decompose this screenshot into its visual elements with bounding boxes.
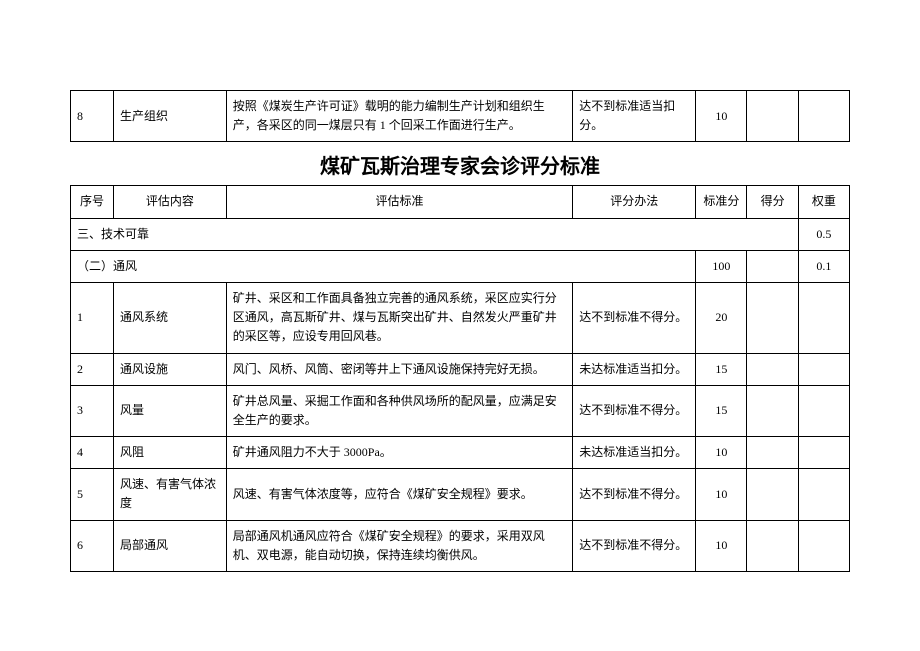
cell-weight (798, 91, 849, 142)
hdr-method: 评分办法 (573, 186, 696, 218)
cell-method: 未达标准适当扣分。 (573, 353, 696, 385)
section32-label: （二）通风 (71, 250, 696, 282)
cell-score: 20 (696, 282, 747, 353)
cell-std: 矿井总风量、采掘工作面和各种供风场所的配风量，应满足安全生产的要求。 (226, 385, 572, 436)
hdr-weight: 权重 (798, 186, 849, 218)
cell-seq: 2 (71, 353, 114, 385)
hdr-seq: 序号 (71, 186, 114, 218)
cell-got (747, 520, 798, 571)
cell-seq: 5 (71, 469, 114, 520)
cell-got (747, 282, 798, 353)
cell-got (747, 353, 798, 385)
cell-seq: 1 (71, 282, 114, 353)
section32-score: 100 (696, 250, 747, 282)
cell-score: 10 (696, 469, 747, 520)
cell-seq: 4 (71, 437, 114, 469)
hdr-item: 评估内容 (114, 186, 227, 218)
cell-method: 达不到标准不得分。 (573, 385, 696, 436)
hdr-score: 标准分 (696, 186, 747, 218)
cell-score: 15 (696, 385, 747, 436)
cell-method: 未达标准适当扣分。 (573, 437, 696, 469)
section32-weight: 0.1 (798, 250, 849, 282)
hdr-got: 得分 (747, 186, 798, 218)
table-row: 3 风量 矿井总风量、采掘工作面和各种供风场所的配风量，应满足安全生产的要求。 … (71, 385, 850, 436)
cell-got (747, 91, 798, 142)
cell-score: 10 (696, 91, 747, 142)
cell-got (747, 385, 798, 436)
cell-std: 风门、风桥、风筒、密闭等井上下通风设施保持完好无损。 (226, 353, 572, 385)
cell-method: 达不到标准不得分。 (573, 282, 696, 353)
section3-label: 三、技术可靠 (71, 218, 799, 250)
cell-score: 15 (696, 353, 747, 385)
cell-item: 局部通风 (114, 520, 227, 571)
cell-score: 10 (696, 437, 747, 469)
cell-method: 达不到标准不得分。 (573, 469, 696, 520)
header-row: 序号 评估内容 评估标准 评分办法 标准分 得分 权重 (71, 186, 850, 218)
cell-std: 局部通风机通风应符合《煤矿安全规程》的要求，采用双风机、双电源，能自动切换，保持… (226, 520, 572, 571)
cell-weight (798, 353, 849, 385)
cell-seq: 3 (71, 385, 114, 436)
section32-got (747, 250, 798, 282)
cell-method: 达不到标准不得分。 (573, 520, 696, 571)
cell-item: 风量 (114, 385, 227, 436)
hdr-std: 评估标准 (226, 186, 572, 218)
table-row: 6 局部通风 局部通风机通风应符合《煤矿安全规程》的要求，采用双风机、双电源，能… (71, 520, 850, 571)
cell-std: 风速、有害气体浓度等，应符合《煤矿安全规程》要求。 (226, 469, 572, 520)
section3-weight: 0.5 (798, 218, 849, 250)
table-row: 4 风阻 矿井通风阻力不大于 3000Pa。 未达标准适当扣分。 10 (71, 437, 850, 469)
cell-item: 风速、有害气体浓度 (114, 469, 227, 520)
cell-item: 通风系统 (114, 282, 227, 353)
cell-item: 通风设施 (114, 353, 227, 385)
section-row: 三、技术可靠 0.5 (71, 218, 850, 250)
section-row: （二）通风 100 0.1 (71, 250, 850, 282)
cell-std: 矿井通风阻力不大于 3000Pa。 (226, 437, 572, 469)
table-row: 5 风速、有害气体浓度 风速、有害气体浓度等，应符合《煤矿安全规程》要求。 达不… (71, 469, 850, 520)
table-row: 8 生产组织 按照《煤炭生产许可证》载明的能力编制生产计划和组织生产，各采区的同… (71, 91, 850, 142)
cell-method: 达不到标准适当扣分。 (573, 91, 696, 142)
cell-weight (798, 282, 849, 353)
cell-std: 按照《煤炭生产许可证》载明的能力编制生产计划和组织生产，各采区的同一煤层只有 1… (226, 91, 572, 142)
cell-got (747, 469, 798, 520)
top-table: 8 生产组织 按照《煤炭生产许可证》载明的能力编制生产计划和组织生产，各采区的同… (70, 90, 850, 142)
table-row: 2 通风设施 风门、风桥、风筒、密闭等井上下通风设施保持完好无损。 未达标准适当… (71, 353, 850, 385)
cell-weight (798, 469, 849, 520)
cell-score: 10 (696, 520, 747, 571)
cell-weight (798, 385, 849, 436)
cell-seq: 8 (71, 91, 114, 142)
cell-weight (798, 437, 849, 469)
cell-item: 生产组织 (114, 91, 227, 142)
cell-weight (798, 520, 849, 571)
cell-item: 风阻 (114, 437, 227, 469)
table-row: 1 通风系统 矿井、采区和工作面具备独立完善的通风系统，采区应实行分区通风，高瓦… (71, 282, 850, 353)
cell-seq: 6 (71, 520, 114, 571)
page-title: 煤矿瓦斯治理专家会诊评分标准 (70, 150, 850, 179)
main-table: 序号 评估内容 评估标准 评分办法 标准分 得分 权重 三、技术可靠 0.5 （… (70, 185, 850, 572)
cell-got (747, 437, 798, 469)
cell-std: 矿井、采区和工作面具备独立完善的通风系统，采区应实行分区通风，高瓦斯矿井、煤与瓦… (226, 282, 572, 353)
